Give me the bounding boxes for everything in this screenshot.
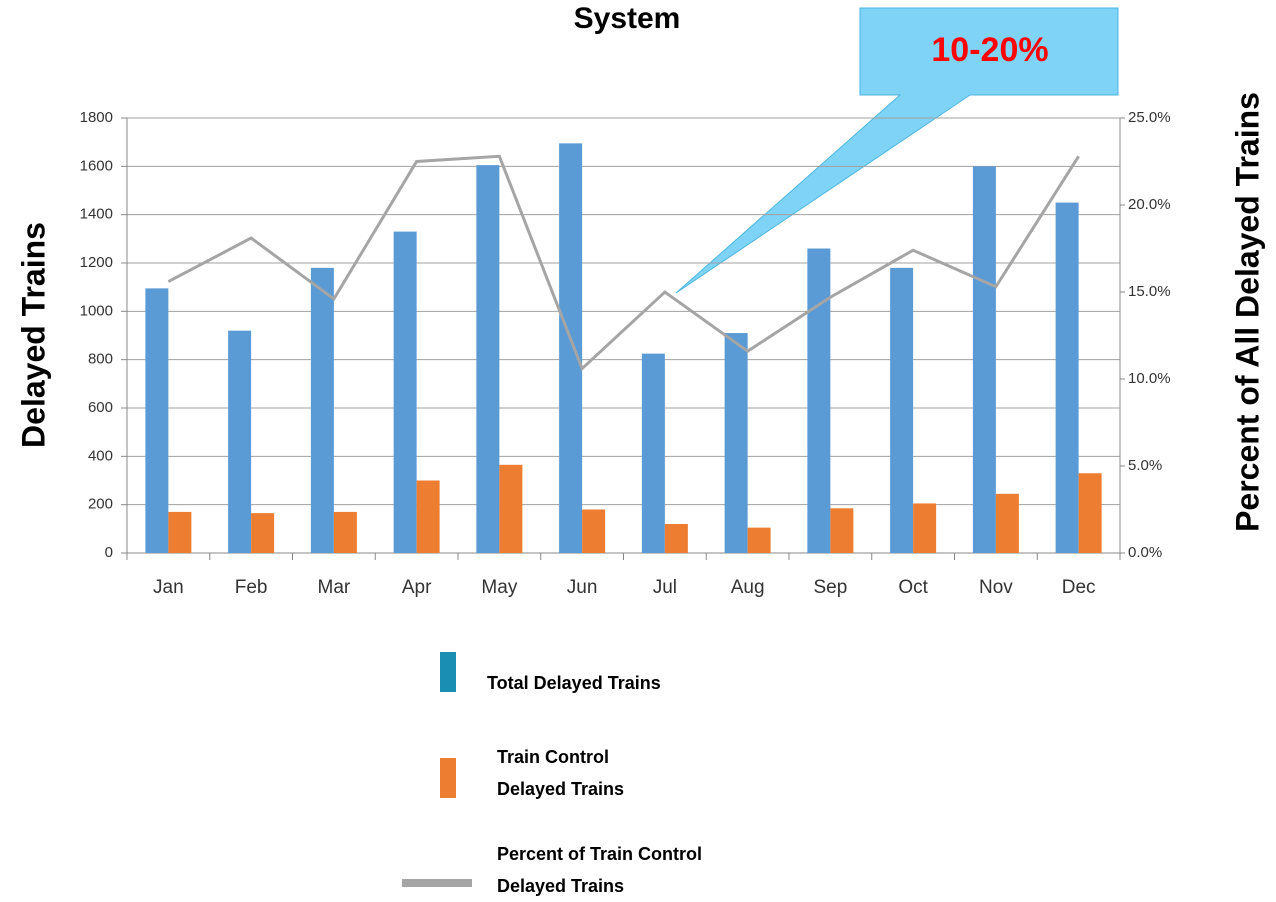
legend-swatch bbox=[440, 652, 456, 692]
bar bbox=[747, 527, 771, 553]
y2-tick-label: 10.0% bbox=[1128, 370, 1171, 387]
y2-tick-label: 15.0% bbox=[1128, 283, 1171, 300]
callout bbox=[675, 7, 1119, 294]
bar bbox=[559, 143, 583, 553]
x-tick-label: Mar bbox=[318, 577, 351, 598]
x-tick-label: Jan bbox=[153, 577, 184, 598]
bar bbox=[310, 267, 334, 553]
legend-label: Total Delayed Trains bbox=[487, 673, 661, 693]
legend-label: Train Control Delayed Trains bbox=[497, 747, 625, 799]
chart-title: System bbox=[574, 2, 681, 35]
bar bbox=[913, 503, 937, 553]
y2-tick-label: 25.0% bbox=[1128, 109, 1171, 126]
bar bbox=[145, 288, 169, 553]
y-tick-label: 600 bbox=[88, 399, 113, 416]
x-tick-label: Aug bbox=[731, 577, 765, 598]
y-tick-label: 1000 bbox=[80, 302, 113, 319]
y-tick-label: 800 bbox=[88, 351, 113, 368]
y-tick-label: 200 bbox=[88, 496, 113, 513]
legend-label: Percent of Train Control Delayed Trains bbox=[497, 844, 703, 896]
bar bbox=[1078, 473, 1102, 553]
y-tick-label: 1200 bbox=[80, 254, 113, 271]
x-tick-label: Sep bbox=[813, 577, 847, 598]
x-tick-label: Jun bbox=[567, 577, 598, 598]
bar bbox=[972, 166, 996, 554]
bar bbox=[724, 333, 748, 553]
bar bbox=[499, 464, 523, 553]
x-tick-label: Apr bbox=[402, 577, 432, 598]
y2-axis-label: Percent of All Delayed Trains bbox=[1229, 92, 1265, 532]
bar bbox=[890, 267, 914, 553]
y-tick-label: 400 bbox=[88, 447, 113, 464]
bar bbox=[641, 353, 665, 553]
y2-tick-label: 20.0% bbox=[1128, 196, 1171, 213]
x-tick-label: Dec bbox=[1062, 577, 1096, 598]
bar bbox=[1055, 202, 1079, 554]
y-tick-label: 1400 bbox=[80, 206, 113, 223]
legend-swatch bbox=[440, 758, 456, 798]
bar bbox=[251, 513, 275, 553]
y-axis-label: Delayed Trains bbox=[15, 222, 51, 448]
bar bbox=[830, 508, 854, 553]
y-tick-label: 0 bbox=[105, 544, 113, 561]
y2-tick-label: 5.0% bbox=[1128, 457, 1162, 474]
x-tick-label: Jul bbox=[653, 577, 677, 598]
x-tick-label: Feb bbox=[235, 577, 268, 598]
y-tick-label: 1600 bbox=[80, 157, 113, 174]
x-tick-label: May bbox=[481, 577, 517, 598]
annotation: 10-20% bbox=[931, 31, 1048, 69]
bar bbox=[168, 511, 192, 553]
x-tick-label: Oct bbox=[898, 577, 928, 598]
x-tick-label: Nov bbox=[979, 577, 1013, 598]
bar bbox=[393, 231, 417, 554]
bar bbox=[807, 248, 831, 553]
line-series bbox=[167, 154, 1080, 372]
bar bbox=[228, 330, 252, 553]
bar bbox=[582, 509, 606, 553]
bar bbox=[416, 480, 440, 553]
y-tick-label: 1800 bbox=[80, 109, 113, 126]
bar bbox=[664, 524, 688, 553]
bar bbox=[333, 511, 357, 553]
y2-tick-label: 0.0% bbox=[1128, 544, 1162, 561]
bar bbox=[476, 165, 500, 553]
bar bbox=[995, 493, 1019, 553]
